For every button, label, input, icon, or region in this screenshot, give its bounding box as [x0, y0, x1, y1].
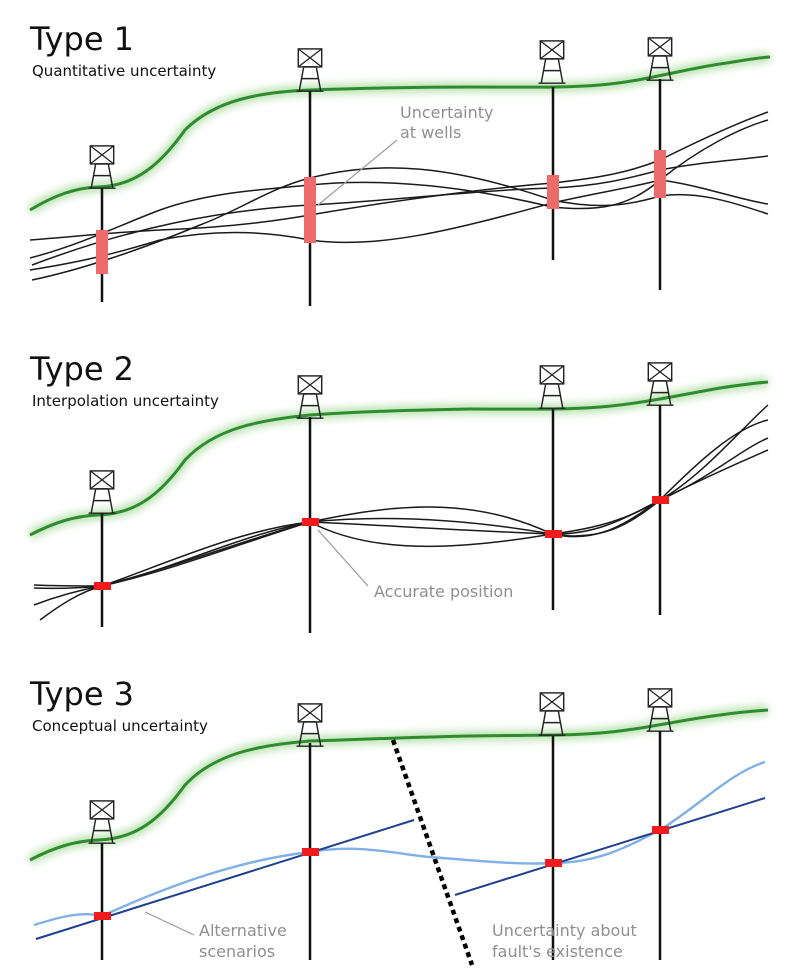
well-4 — [645, 688, 675, 960]
uncertainty-bar — [96, 230, 108, 274]
well-2 — [295, 703, 325, 960]
annotation-uncertainty-line-1: Uncertainty — [400, 103, 493, 122]
well-1 — [87, 470, 117, 627]
annotation-leader — [317, 529, 369, 587]
horizon-line — [33, 404, 769, 587]
well-3 — [537, 365, 567, 610]
accurate-position-marker — [545, 530, 562, 538]
panel-title: Type 1 — [30, 20, 135, 58]
panel-subtitle: Conceptual uncertainty — [32, 717, 208, 735]
wells — [87, 362, 675, 633]
ground-surface — [29, 380, 769, 537]
well-4 — [645, 362, 675, 615]
panel-2-diagram: Accurate position — [27, 362, 769, 633]
well-3 — [537, 692, 567, 960]
panel-type-1: Uncertainty at wells Type 1 Quantitative… — [0, 0, 790, 320]
annotation-fault-line-2: fault's existence — [492, 942, 623, 961]
drilling-rig-icon — [537, 40, 567, 84]
panel-subtitle: Interpolation uncertainty — [32, 392, 219, 410]
well-2 — [295, 375, 325, 633]
well-2 — [295, 48, 325, 306]
wells — [87, 688, 675, 960]
accurate-position-marker — [94, 912, 111, 920]
panel-type-3: Alternative scenarios Uncertainty about … — [0, 655, 790, 980]
annotation-fault-line-1: Uncertainty about — [492, 921, 637, 940]
drilling-rig-icon — [295, 48, 325, 92]
accurate-position-marker — [652, 826, 669, 834]
accurate-position-marker — [545, 859, 562, 867]
ground-surface — [29, 708, 769, 862]
well-4 — [645, 37, 675, 290]
accurate-position-marker — [652, 496, 669, 504]
uncertainty-bar — [547, 175, 559, 209]
panel-subtitle: Quantitative uncertainty — [32, 62, 217, 80]
uncertainty-bar — [304, 177, 316, 243]
annotation-alternative-line-2: scenarios — [199, 942, 275, 961]
panel-type-2: Accurate position Type 2 Interpolation u… — [0, 330, 790, 650]
well-1 — [87, 800, 117, 960]
well-1 — [87, 145, 117, 302]
annotation-leader — [144, 911, 195, 936]
scenario-without-fault — [33, 760, 766, 927]
horizon-line — [29, 119, 769, 259]
uncertainty-bar — [654, 150, 666, 198]
panel-title: Type 3 — [30, 675, 135, 713]
drilling-rig-icon — [87, 470, 117, 514]
scenario-faulted-right — [454, 797, 766, 896]
drilling-rig-icon — [537, 365, 567, 409]
accurate-position-marker — [94, 582, 111, 590]
wells — [87, 37, 675, 306]
ground-surface — [29, 55, 771, 212]
panel-3-diagram: Alternative scenarios Uncertainty about … — [27, 688, 769, 966]
horizon-realisations — [29, 111, 769, 281]
drilling-rig-icon — [537, 692, 567, 736]
annotation-accurate-position: Accurate position — [374, 582, 513, 601]
annotation-leader — [317, 139, 398, 206]
fault-line — [390, 739, 475, 966]
annotation-alternative-line-1: Alternative — [199, 921, 287, 940]
accurate-position-marker — [302, 848, 319, 856]
well-3 — [537, 40, 567, 260]
panel-1-diagram: Uncertainty at wells — [27, 37, 771, 306]
annotation-uncertainty-line-2: at wells — [400, 123, 461, 142]
accurate-position-marker — [302, 518, 319, 526]
horizon-line — [33, 437, 769, 606]
panel-title: Type 2 — [30, 350, 135, 388]
